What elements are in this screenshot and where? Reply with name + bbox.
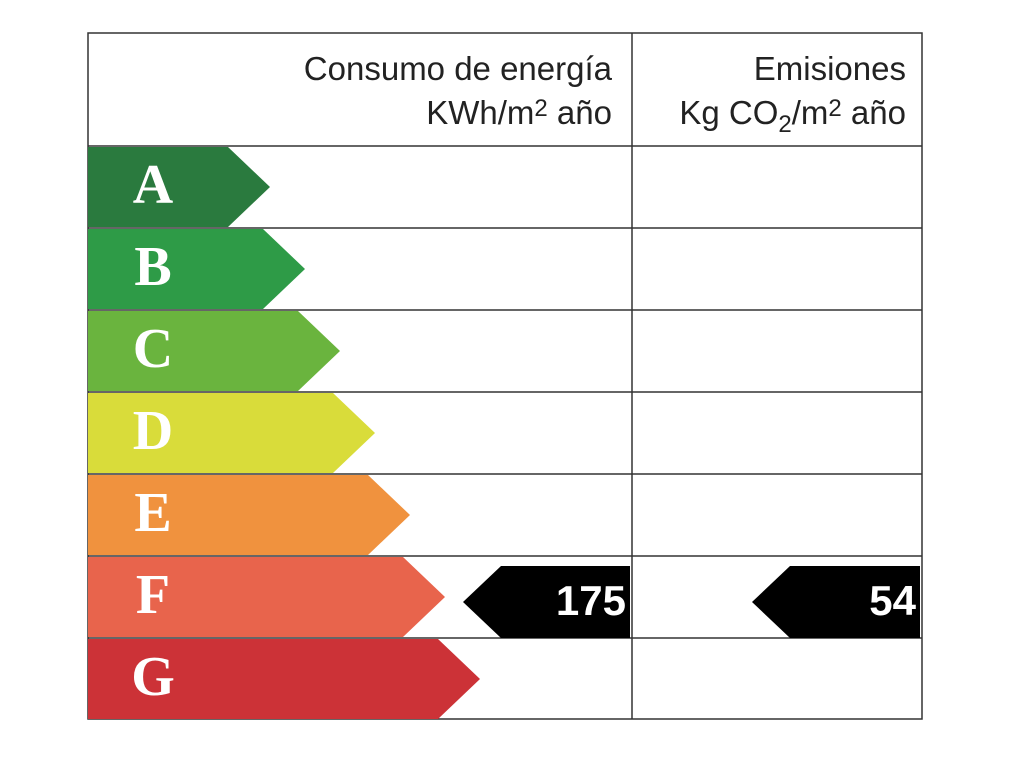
unit-superscript: 2 bbox=[534, 95, 547, 122]
rating-letter: C bbox=[133, 318, 173, 380]
rating-letter: B bbox=[134, 236, 171, 298]
rating-arrow bbox=[88, 229, 305, 309]
energy-unit: KWh/m2 año bbox=[426, 94, 612, 131]
emissions-indicator bbox=[752, 566, 920, 638]
emissions-unit: Kg CO2/m2 año bbox=[679, 94, 906, 138]
rating-arrow bbox=[88, 639, 480, 719]
unit-part: /m bbox=[792, 94, 829, 131]
rating-letter: A bbox=[133, 154, 174, 216]
unit-part: año bbox=[548, 94, 612, 131]
emissions-value: 54 bbox=[869, 577, 916, 624]
rating-arrow bbox=[88, 557, 445, 637]
rating-arrow bbox=[88, 475, 410, 555]
unit-part: KWh/m bbox=[426, 94, 534, 131]
rating-letter: G bbox=[131, 646, 175, 708]
rating-arrow bbox=[88, 147, 270, 227]
unit-part: Kg CO bbox=[679, 94, 778, 131]
rating-arrow bbox=[88, 393, 375, 473]
unit-subscript: 2 bbox=[778, 111, 791, 138]
energy-indicator bbox=[463, 566, 630, 638]
rating-letter: F bbox=[136, 564, 170, 626]
unit-part: año bbox=[842, 94, 906, 131]
unit-superscript: 2 bbox=[828, 95, 841, 122]
emissions-title: Emisiones bbox=[754, 50, 906, 87]
rating-letter: D bbox=[133, 400, 173, 462]
rating-letter: E bbox=[134, 482, 171, 544]
energy-value: 175 bbox=[556, 577, 626, 624]
rating-arrow bbox=[88, 311, 340, 391]
energy-title: Consumo de energía bbox=[304, 50, 613, 87]
